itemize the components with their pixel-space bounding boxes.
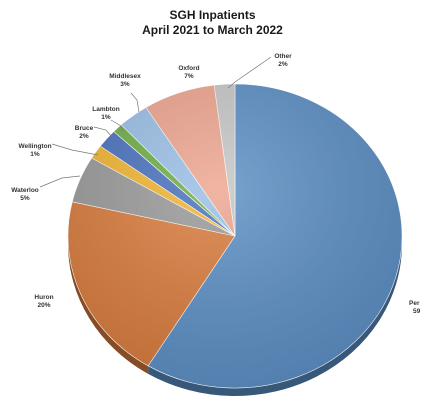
slice-percent-waterloo: 5%: [20, 195, 30, 202]
slice-percent-middlesex: 3%: [120, 81, 130, 88]
slice-label-other: Other: [274, 53, 292, 60]
slice-label-bruce: Bruce: [75, 125, 94, 132]
slice-percent-oxford: 7%: [184, 73, 194, 80]
slice-label-middlesex: Middlesex: [109, 73, 141, 80]
leader-line-lambton: [110, 119, 124, 132]
leader-line-waterloo: [39, 175, 81, 188]
slice-label-waterloo: Waterloo: [11, 187, 39, 194]
leader-line-bruce: [93, 126, 113, 138]
slice-label-huron: Huron: [34, 294, 53, 301]
slice-label-wellington: Wellington: [18, 143, 51, 150]
slice-percent-perth: 59: [413, 308, 421, 315]
slice-label-lambton: Lambton: [92, 106, 119, 113]
slice-labels: Per59Huron20%Waterloo5%Wellington1%Bruce…: [11, 53, 420, 315]
pie-slices: [67, 83, 403, 389]
slice-percent-huron: 20%: [37, 302, 50, 309]
chart-subtitle: April 2021 to March 2022: [142, 23, 283, 37]
leader-line-other: [227, 56, 272, 89]
leader-line-wellington: [51, 143, 99, 156]
slice-percent-other: 2%: [278, 61, 288, 68]
slice-label-oxford: Oxford: [178, 65, 199, 72]
slice-percent-lambton: 1%: [101, 114, 111, 121]
chart-title: SGH Inpatients: [169, 8, 256, 22]
slice-percent-wellington: 1%: [30, 151, 40, 158]
leader-line-middlesex: [130, 92, 140, 113]
leader-lines: [39, 56, 272, 188]
slice-label-perth: Per: [409, 300, 420, 307]
slice-percent-bruce: 2%: [79, 133, 89, 140]
